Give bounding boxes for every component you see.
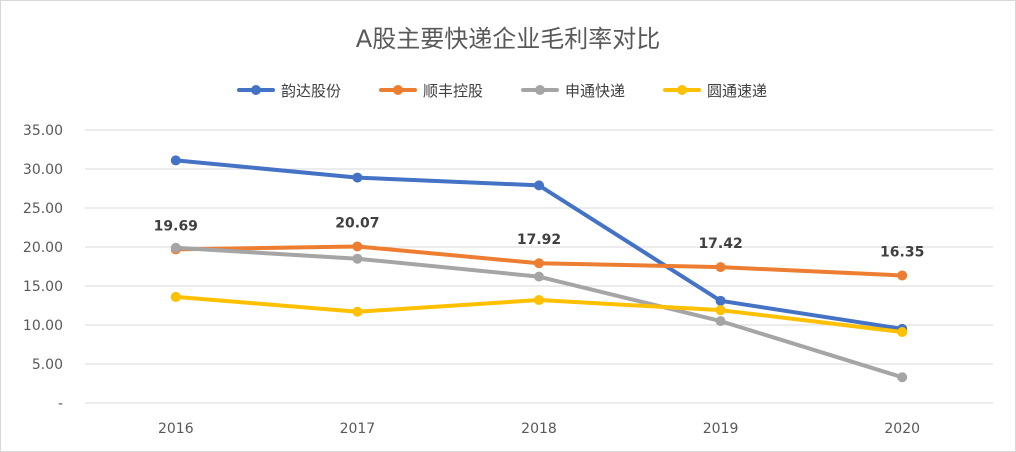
y-tick-label: 10.00 xyxy=(23,318,63,334)
y-tick-label: 30.00 xyxy=(23,162,63,178)
x-tick-label: 2018 xyxy=(521,421,557,437)
data-label: 20.07 xyxy=(335,215,379,231)
data-point xyxy=(534,271,544,282)
data-point xyxy=(170,155,181,166)
y-tick-label: 25.00 xyxy=(23,201,63,217)
data-labels: 19.69 20.07 17.92 17.42 16.35 xyxy=(154,215,925,260)
data-point xyxy=(352,253,363,264)
x-tick-label: 2020 xyxy=(884,421,920,437)
series-group xyxy=(170,155,908,383)
data-point xyxy=(715,305,726,316)
legend: 韵达股份 顺丰控股 申通快递 圆通速递 xyxy=(237,82,767,100)
data-point xyxy=(897,270,908,281)
data-label: 19.69 xyxy=(154,218,198,234)
x-tick-label: 2017 xyxy=(340,421,376,437)
y-tick-label: 20.00 xyxy=(23,240,63,256)
legend-label: 圆通速递 xyxy=(707,82,767,100)
data-point xyxy=(534,295,544,306)
data-label: 17.42 xyxy=(698,236,742,252)
legend-marker xyxy=(677,85,687,95)
x-tick-label: 2016 xyxy=(158,421,194,437)
data-point xyxy=(352,241,363,252)
data-label: 17.92 xyxy=(517,232,561,248)
data-point xyxy=(534,258,544,269)
y-tick-label: - xyxy=(58,396,63,412)
y-tick-label: 35.00 xyxy=(23,123,63,139)
data-point xyxy=(170,291,181,302)
data-point xyxy=(897,327,908,338)
legend-label: 顺丰控股 xyxy=(423,82,483,100)
gridlines xyxy=(85,129,993,404)
x-tick-label: 2019 xyxy=(703,421,739,437)
legend-label: 申通快递 xyxy=(565,82,625,100)
y-tick-label: 5.00 xyxy=(32,357,63,373)
data-point xyxy=(897,372,908,383)
data-point xyxy=(352,306,363,317)
legend-marker xyxy=(251,85,261,95)
data-label: 16.35 xyxy=(880,244,924,260)
data-point xyxy=(170,242,181,253)
x-axis: 2016 2017 2018 2019 2020 xyxy=(158,421,920,437)
y-axis: - 5.00 10.00 15.00 20.00 25.00 30.00 35.00 xyxy=(23,123,63,412)
data-point xyxy=(715,295,726,306)
data-point xyxy=(715,262,726,273)
legend-label: 韵达股份 xyxy=(281,82,341,100)
data-point xyxy=(352,172,363,183)
legend-marker xyxy=(393,85,403,95)
legend-marker xyxy=(535,85,545,95)
y-tick-label: 15.00 xyxy=(23,279,63,295)
data-point xyxy=(534,180,544,191)
chart-title: A股主要快递企业毛利率对比 xyxy=(356,25,660,53)
data-point xyxy=(715,316,726,327)
